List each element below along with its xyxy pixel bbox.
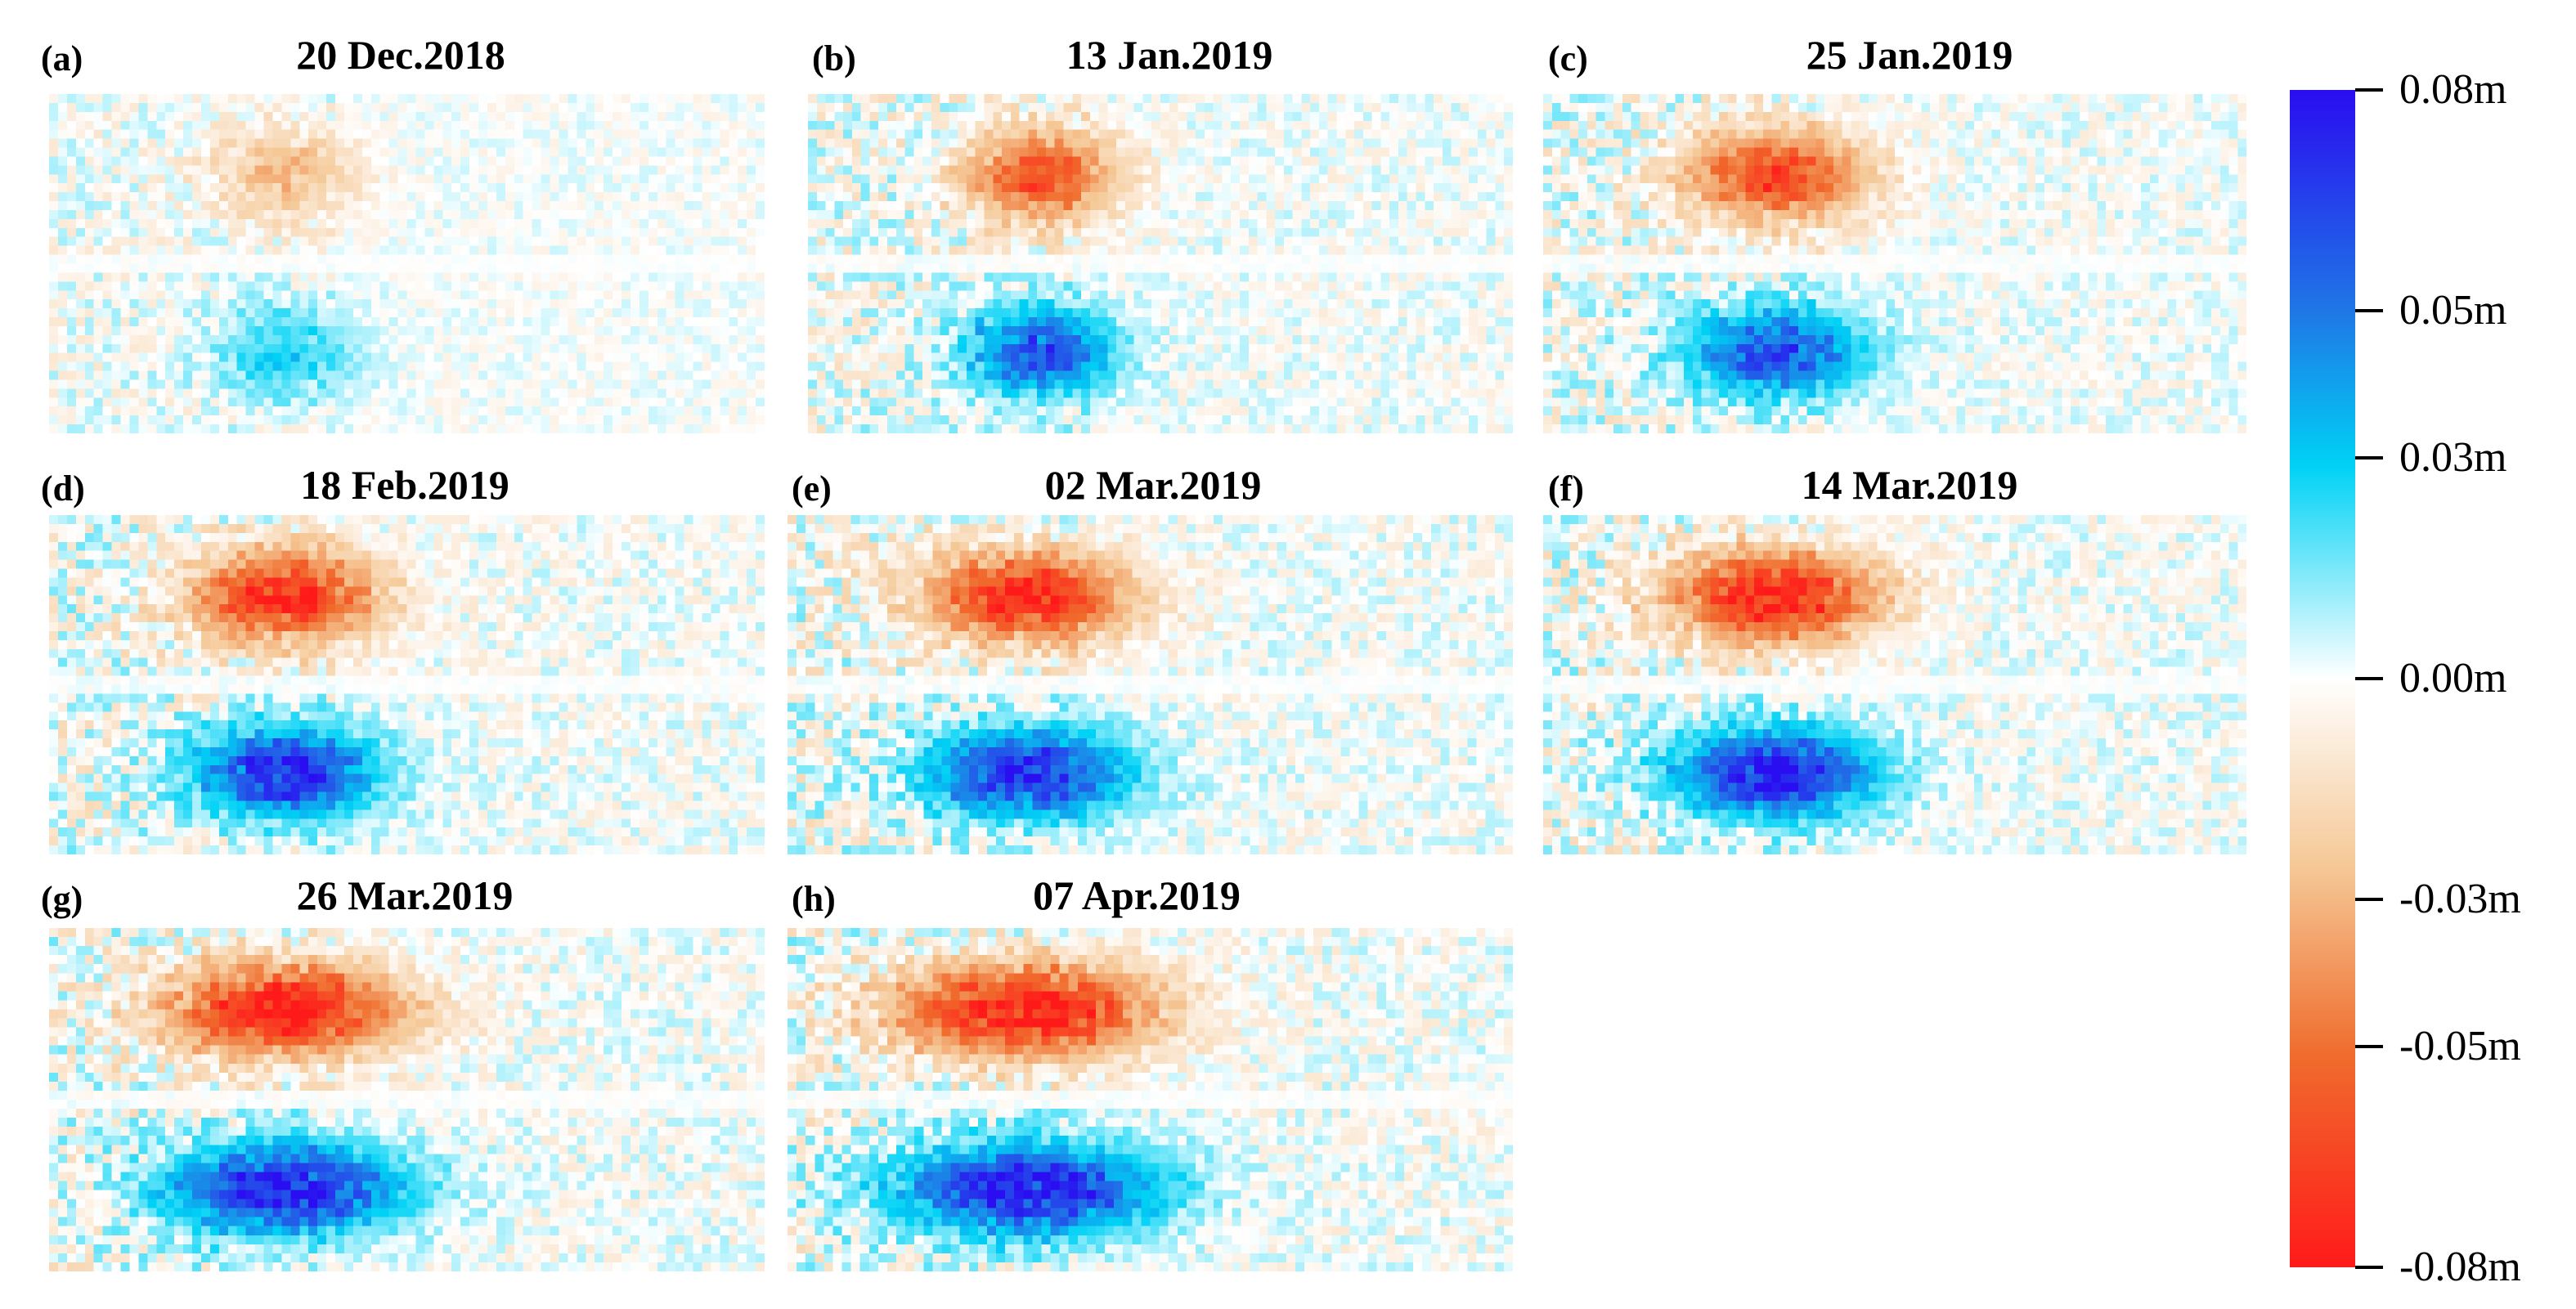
panel-d-map xyxy=(49,515,765,854)
panel-g-label: (g) xyxy=(41,881,83,917)
colorbar-tick xyxy=(2355,1266,2383,1269)
panel-g-date: 26 Mar.2019 xyxy=(297,875,514,916)
colorbar-tick-label: -0.05m xyxy=(2399,1025,2521,1068)
panel-h-map xyxy=(788,928,1513,1271)
panel-b-date: 13 Jan.2019 xyxy=(1066,34,1273,75)
colorbar-tick-label: 0.05m xyxy=(2399,289,2506,332)
panel-h-date: 07 Apr.2019 xyxy=(1033,875,1241,916)
panel-g-map xyxy=(49,928,765,1271)
panel-d-label: (d) xyxy=(41,471,85,507)
colorbar-tick xyxy=(2355,677,2383,680)
panel-a-date: 20 Dec.2018 xyxy=(296,34,505,75)
colorbar-tick xyxy=(2355,898,2383,901)
panel-a-map xyxy=(49,94,765,433)
panel-c-label: (c) xyxy=(1548,41,1588,77)
panel-f-label: (f) xyxy=(1548,471,1584,507)
panel-e-label: (e) xyxy=(792,471,832,507)
panel-b-label: (b) xyxy=(812,41,856,77)
panel-c-date: 25 Jan.2019 xyxy=(1806,34,2013,75)
panel-a-label: (a) xyxy=(41,41,83,77)
colorbar-tick-label: -0.03m xyxy=(2399,878,2521,921)
panel-e-date: 02 Mar.2019 xyxy=(1045,464,1262,505)
colorbar-tick-label: 0.08m xyxy=(2399,69,2506,111)
panel-f-date: 14 Mar.2019 xyxy=(1802,464,2018,505)
colorbar-tick-label: 0.03m xyxy=(2399,437,2506,479)
panel-h-label: (h) xyxy=(792,881,836,917)
colorbar-gradient xyxy=(2290,90,2355,1267)
colorbar-tick xyxy=(2355,1045,2383,1048)
panel-d-date: 18 Feb.2019 xyxy=(300,464,509,505)
colorbar-tick xyxy=(2355,309,2383,312)
colorbar-tick xyxy=(2355,456,2383,459)
colorbar-tick-label: 0.00m xyxy=(2399,657,2506,700)
colorbar-tick-label: -0.08m xyxy=(2399,1246,2521,1289)
panel-f-map xyxy=(1543,515,2246,854)
colorbar xyxy=(2290,90,2355,1267)
panel-b-map xyxy=(808,94,1513,433)
colorbar-tick xyxy=(2355,88,2383,92)
panel-e-map xyxy=(788,515,1513,854)
panel-c-map xyxy=(1543,94,2246,433)
